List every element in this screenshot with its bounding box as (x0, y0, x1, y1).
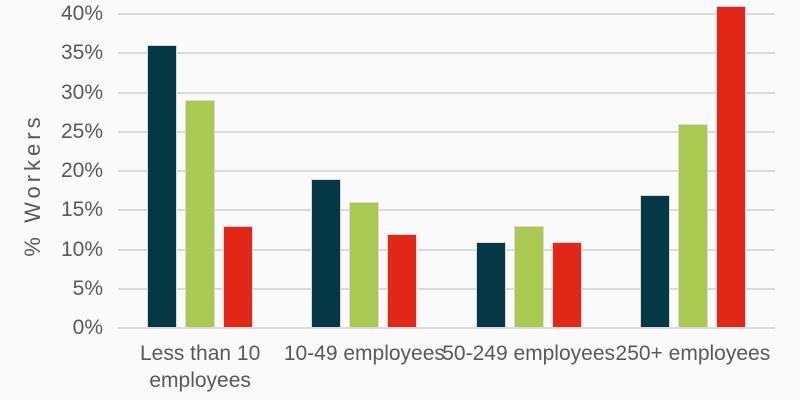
bar-green (677, 123, 708, 328)
x-category-label: 10-49 employees (283, 342, 445, 365)
bar-green (185, 100, 216, 328)
gridline (118, 13, 775, 15)
gridline (118, 327, 775, 329)
bar-green (513, 225, 544, 328)
y-tick-label: 10% (60, 237, 103, 261)
y-tick-label: 5% (72, 276, 103, 300)
y-tick-label: 20% (60, 159, 103, 182)
gridline (118, 209, 775, 212)
bar-dark-teal (639, 194, 670, 328)
bar-red (387, 233, 418, 328)
gridline (118, 52, 775, 55)
bar-dark-teal (147, 45, 178, 328)
bar-dark-teal (475, 241, 506, 328)
gridline (118, 287, 775, 290)
bar-dark-teal (311, 178, 342, 328)
bar-red (551, 241, 582, 328)
gridline (118, 170, 775, 172)
y-tick-labels: 0% 5% 10% 15% 20% 25% 30% 35% 40% (0, 2, 103, 339)
y-tick-label: 25% (60, 119, 103, 143)
y-tick-label: 0% (72, 316, 103, 339)
bar-red (223, 225, 254, 328)
bar-red (715, 6, 746, 328)
y-tick-label: 35% (60, 41, 103, 65)
y-tick-label: 40% (60, 2, 103, 25)
gridline (118, 130, 775, 133)
y-tick-label: 15% (60, 198, 103, 222)
x-category-label: 50-249 employees (442, 342, 616, 365)
plot-area (118, 6, 775, 329)
gridline (118, 91, 775, 94)
bar-green (349, 202, 380, 328)
x-category-label: Less than 10 employees (139, 342, 261, 392)
x-tick-labels: Less than 10 employees 10-49 employees 50-… (118, 340, 775, 398)
gridline (118, 248, 775, 251)
x-category-label: 250+ employees (615, 342, 771, 365)
y-tick-label: 30% (60, 80, 103, 104)
